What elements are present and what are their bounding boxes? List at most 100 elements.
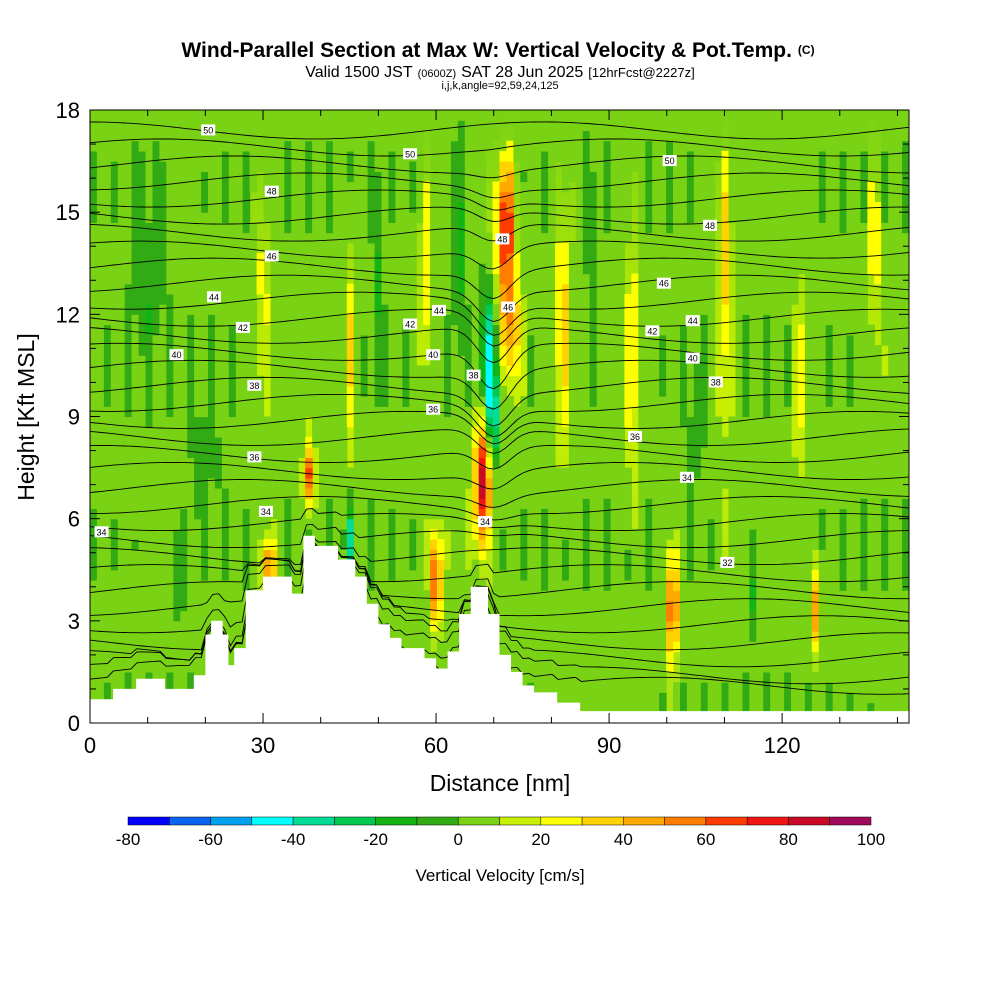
field-cell: [103, 436, 112, 448]
field-cell: [90, 580, 98, 591]
field-cell: [437, 600, 445, 612]
field-cell: [374, 498, 383, 509]
field-cell: [173, 283, 181, 295]
field-cell: [242, 498, 251, 509]
field-cell: [117, 549, 126, 561]
field-cell: [464, 242, 473, 254]
field-cell: [575, 242, 584, 254]
field-cell: [416, 191, 424, 203]
field-cell: [346, 498, 355, 509]
field-cell: [360, 202, 369, 213]
field-cell: [145, 324, 153, 336]
field-cell: [652, 283, 660, 295]
field-cell: [353, 283, 362, 295]
field-cell: [187, 498, 195, 509]
field-cell: [430, 416, 438, 428]
field-cell: [332, 222, 341, 234]
field-cell: [575, 488, 584, 499]
field-cell: [339, 253, 348, 264]
field-cell: [124, 569, 133, 581]
field-cell: [568, 120, 577, 131]
field-cell: [180, 682, 188, 693]
field-cell: [159, 385, 167, 397]
field-cell: [256, 120, 265, 131]
field-cell: [208, 171, 216, 183]
field-cell: [152, 283, 160, 295]
field-cell: [402, 569, 410, 581]
field-cell: [277, 528, 285, 540]
field-cell: [673, 375, 681, 387]
field-cell: [96, 130, 105, 142]
field-cell: [506, 498, 514, 509]
field-cell: [305, 253, 313, 264]
field-cell: [96, 518, 105, 530]
field-cell: [617, 488, 625, 499]
field-cell: [138, 426, 147, 438]
field-cell: [610, 682, 619, 693]
field-cell: [534, 569, 542, 581]
field-cell: [256, 263, 265, 275]
field-cell: [693, 590, 702, 601]
field-cell: [402, 324, 410, 336]
field-cell: [478, 334, 487, 346]
field-cell: [159, 222, 167, 234]
field-cell: [138, 110, 147, 121]
field-cell: [395, 457, 403, 469]
field-cell: [409, 171, 417, 183]
field-cell: [284, 161, 292, 172]
field-cell: [652, 314, 660, 326]
field-cell: [194, 222, 202, 234]
field-cell: [402, 559, 410, 571]
field-cell: [589, 600, 598, 612]
field-cell: [284, 488, 292, 499]
field-cell: [478, 447, 487, 458]
field-cell: [596, 375, 605, 387]
field-cell: [471, 426, 480, 438]
field-cell: [548, 559, 556, 571]
field-cell: [534, 273, 542, 285]
field-cell: [617, 600, 625, 612]
field-cell: [319, 191, 327, 203]
field-cell: [693, 549, 702, 561]
field-cell: [659, 631, 667, 642]
field-cell: [201, 518, 209, 530]
field-cell: [680, 426, 688, 438]
field-cell: [214, 324, 223, 336]
field-cell: [180, 416, 188, 428]
field-cell: [90, 355, 98, 366]
field-cell: [548, 641, 556, 653]
field-cell: [235, 334, 244, 346]
field-cell: [409, 212, 417, 223]
field-cell: [187, 426, 195, 438]
field-cell: [693, 682, 702, 693]
field-cell: [638, 661, 646, 673]
field-cell: [673, 426, 681, 438]
field-cell: [145, 385, 153, 397]
field-cell: [520, 539, 528, 550]
field-cell: [332, 498, 341, 509]
field-cell: [409, 559, 417, 571]
field-cell: [312, 293, 320, 305]
field-cell: [457, 334, 466, 346]
field-cell: [284, 222, 292, 234]
field-cell: [312, 385, 320, 397]
field-cell: [444, 110, 452, 121]
field-cell: [194, 539, 202, 550]
field-cell: [437, 580, 445, 591]
field-cell: [388, 130, 396, 142]
field-cell: [575, 661, 584, 673]
field-cell: [214, 171, 223, 183]
field-cell: [492, 314, 501, 326]
field-cell: [437, 110, 445, 121]
field-cell: [270, 293, 278, 305]
field-cell: [686, 559, 695, 571]
field-cell: [103, 324, 112, 336]
field-cell: [388, 140, 396, 152]
field-cell: [194, 406, 202, 418]
field-cell: [568, 242, 577, 254]
field-cell: [381, 467, 389, 479]
field-cell: [228, 651, 237, 663]
field-cell: [305, 161, 313, 172]
field-cell: [686, 202, 695, 213]
field-cell: [284, 539, 292, 550]
